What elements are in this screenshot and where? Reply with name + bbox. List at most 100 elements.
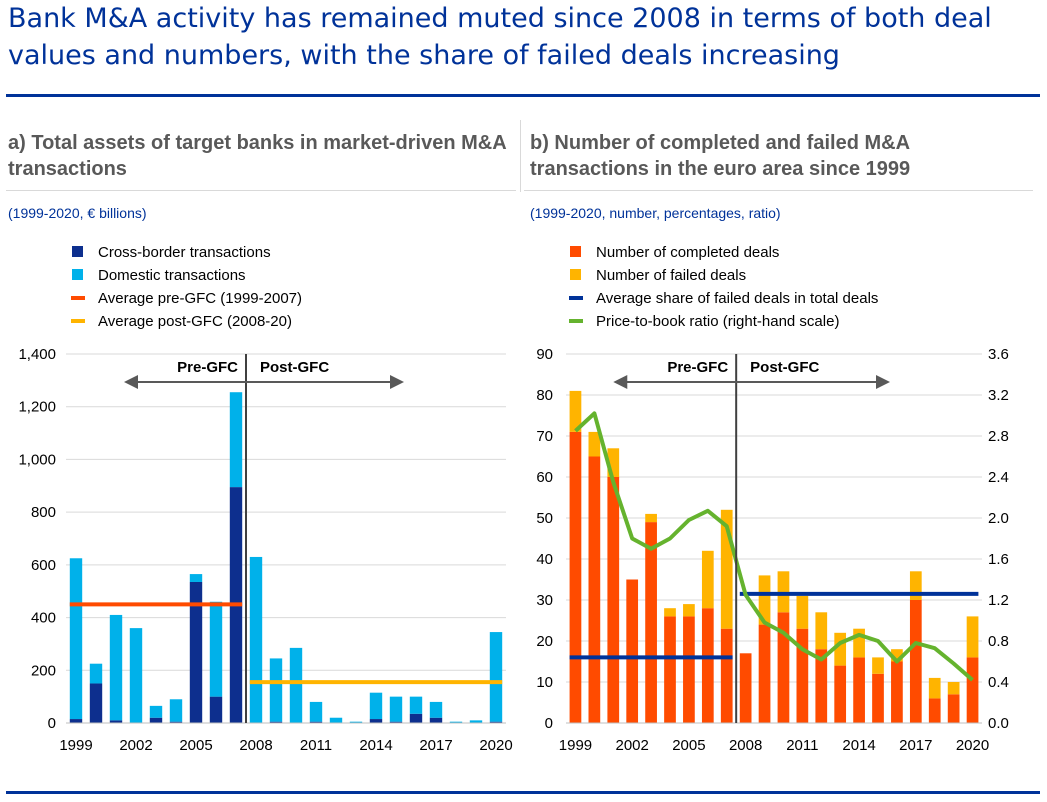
bar-b-number-of-failed-deals: [758, 575, 771, 625]
panel-a-title: a) Total assets of target banks in marke…: [8, 132, 506, 180]
x-tick-label-b: 2017: [899, 737, 932, 754]
gfc-pre-label-b: Pre-GFC: [667, 359, 728, 376]
gfc-arrow-right-head-a: [390, 375, 404, 389]
bar-b-number-of-completed-deals: [607, 477, 620, 723]
bar-b-number-of-failed-deals: [966, 616, 979, 658]
bar-b-number-of-completed-deals: [758, 624, 771, 723]
bar-b-number-of-failed-deals: [607, 448, 620, 477]
panel-a-subtitle: (1999-2020, € billions): [8, 205, 147, 221]
bar-b-number-of-failed-deals: [947, 682, 960, 695]
bar-b-number-of-completed-deals: [645, 522, 657, 723]
y-tick-label-a: 1,200: [18, 399, 56, 416]
legend-label-b: Number of completed deals: [596, 244, 779, 261]
bar-a-domestic-transactions: [449, 721, 463, 723]
x-tick-label-b: 2005: [672, 737, 705, 754]
y-tick-label-a: 800: [31, 504, 56, 521]
x-tick-label-b: 2020: [956, 737, 989, 754]
bar-b-number-of-failed-deals: [569, 390, 582, 432]
y2-tick-label-b: 0.0: [988, 715, 1009, 732]
bar-b-number-of-failed-deals: [701, 550, 714, 609]
gfc-pre-label-a: Pre-GFC: [177, 359, 238, 376]
x-tick-label-b: 2002: [615, 737, 648, 754]
bar-b-number-of-completed-deals: [588, 456, 601, 723]
bar-b-number-of-completed-deals: [626, 579, 639, 723]
bar-a-domestic-transactions: [289, 647, 303, 723]
bar-b-number-of-failed-deals: [891, 649, 903, 662]
bar-a-cross-border-transactions: [429, 717, 443, 723]
gfc-label-bg-b: [656, 355, 735, 377]
y2-tick-label-b: 3.6: [988, 346, 1009, 363]
legend-swatch-a: [72, 246, 83, 257]
bar-b-number-of-failed-deals: [777, 571, 790, 613]
bar-a-domestic-transactions: [149, 705, 163, 718]
bar-a-domestic-transactions: [309, 701, 323, 722]
bar-a-cross-border-transactions: [389, 721, 403, 723]
bar-a-cross-border-transactions: [189, 581, 203, 723]
gfc-post-label-b: Post-GFC: [750, 359, 819, 376]
gfc-label-bg-b: [740, 355, 831, 377]
bar-b-number-of-completed-deals: [872, 673, 884, 723]
legend-swatch-b: [570, 269, 581, 280]
bar-a-domestic-transactions: [229, 392, 243, 488]
panel-a-rule: [6, 190, 516, 191]
bar-a-domestic-transactions: [329, 717, 343, 723]
bar-a-domestic-transactions: [109, 614, 123, 721]
legend-label-b: Price-to-book ratio (right-hand scale): [596, 313, 839, 330]
bar-a-cross-border-transactions: [169, 721, 183, 723]
bar-a-domestic-transactions: [429, 701, 443, 718]
x-tick-label-a: 2014: [359, 737, 392, 754]
bar-a-domestic-transactions: [409, 696, 423, 714]
y2-tick-label-b: 3.2: [988, 387, 1009, 404]
bar-a-domestic-transactions: [129, 628, 143, 723]
y2-tick-label-b: 1.6: [988, 551, 1009, 568]
bar-b-number-of-completed-deals: [909, 600, 922, 723]
bar-a-cross-border-transactions: [269, 721, 283, 723]
bar-a-domestic-transactions: [249, 556, 263, 723]
bar-b-number-of-completed-deals: [569, 431, 582, 723]
y2-tick-label-b: 2.0: [988, 510, 1009, 527]
y2-tick-label-b: 2.4: [988, 469, 1009, 486]
bar-b-number-of-failed-deals: [928, 677, 941, 699]
bar-b-number-of-completed-deals: [701, 608, 714, 723]
x-tick-label-b: 2011: [786, 737, 818, 754]
bar-a-cross-border-transactions: [149, 717, 163, 723]
y-tick-label-a: 400: [31, 610, 56, 627]
x-tick-label-b: 2008: [729, 737, 762, 754]
legend-swatch-b: [570, 246, 581, 257]
x-tick-label-a: 2005: [179, 737, 212, 754]
bar-a-domestic-transactions: [89, 663, 103, 684]
bar-a-cross-border-transactions: [209, 696, 223, 723]
x-tick-label-a: 2011: [300, 737, 332, 754]
y-tick-label-b: 20: [536, 633, 553, 650]
line-b-price-to-book: [574, 411, 974, 682]
bar-a-cross-border-transactions: [109, 720, 123, 723]
bar-a-domestic-transactions: [469, 720, 483, 723]
y-tick-label-b: 40: [536, 551, 553, 568]
bar-b-number-of-completed-deals: [947, 694, 960, 723]
panel-b-title: b) Number of completed and failed M&A tr…: [530, 132, 911, 180]
y-tick-label-a: 600: [31, 557, 56, 574]
bar-a-domestic-transactions: [369, 692, 383, 720]
x-tick-label-b: 1999: [559, 737, 592, 754]
y-tick-label-a: 200: [31, 662, 56, 679]
x-tick-label-a: 1999: [59, 737, 92, 754]
y-tick-label-b: 50: [536, 510, 553, 527]
gfc-arrow-left-head-b: [613, 375, 628, 389]
top-divider: [6, 94, 1040, 97]
bar-a-domestic-transactions: [349, 721, 363, 723]
y-tick-label-b: 60: [536, 469, 553, 486]
panel-separator: [520, 120, 521, 192]
y-tick-label-a: 1,000: [18, 451, 56, 468]
legend-swatch-b: [569, 319, 583, 323]
y-tick-label-b: 70: [536, 428, 553, 445]
bar-b-number-of-completed-deals: [796, 628, 809, 723]
bar-b-number-of-failed-deals: [645, 513, 657, 523]
gfc-post-label-a: Post-GFC: [260, 359, 329, 376]
x-tick-label-a: 2020: [479, 737, 512, 754]
x-tick-label-a: 2002: [119, 737, 152, 754]
legend-swatch-b: [569, 296, 583, 300]
bar-a-cross-border-transactions: [369, 719, 383, 723]
legend-label-b: Number of failed deals: [596, 267, 746, 284]
bar-b-number-of-completed-deals: [683, 616, 695, 723]
